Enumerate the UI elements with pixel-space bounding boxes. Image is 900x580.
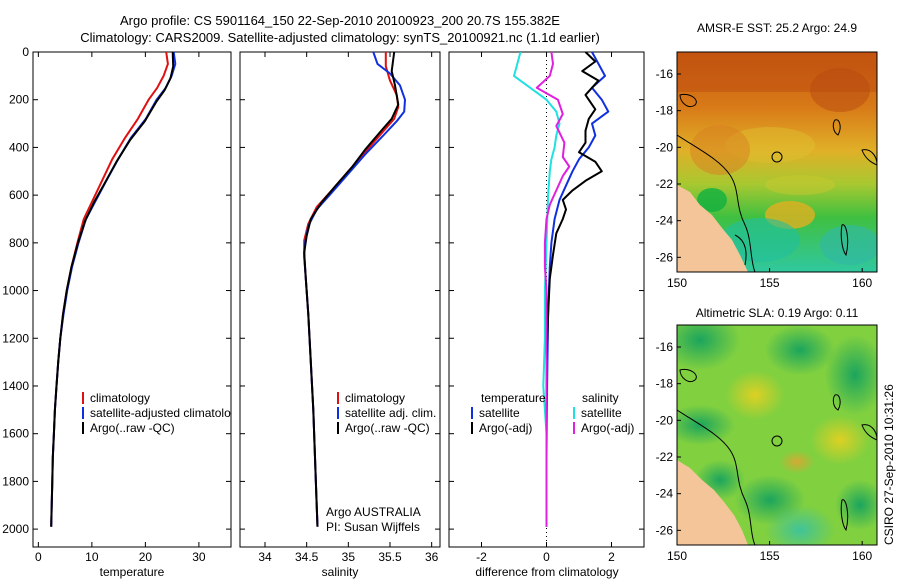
map-y-tick-label: -24 <box>656 487 674 501</box>
map-y-tick-label: -16 <box>656 67 674 81</box>
legend-header-temperature: temperature <box>481 391 546 405</box>
salinity-legend: climatology satellite adj. clim. Argo(..… <box>337 391 436 435</box>
legend-header-salinity: salinity <box>582 391 619 405</box>
sla-map-ticks: 150 155 160 -16 -18 -20 -22 -24 -26 <box>656 340 873 563</box>
map-x-tick-label: 155 <box>760 276 780 290</box>
y-tick-label: 1400 <box>2 379 29 393</box>
x-tick-label: 2 <box>608 550 615 564</box>
y-tick-label: 600 <box>9 188 29 202</box>
argo-pi-label: PI: Susan Wijffels <box>326 520 420 534</box>
x-tick-label: 34.5 <box>295 550 319 564</box>
map-y-tick-label: -24 <box>656 214 674 228</box>
sst-map-title: AMSR-E SST: 25.2 Argo: 24.9 <box>697 21 857 35</box>
legend-label-temp-argo: Argo(-adj) <box>479 421 532 435</box>
salinity-panel-frame <box>239 51 441 548</box>
y-tick-label: 200 <box>9 93 29 107</box>
series-line-salinity-satellite <box>513 52 561 527</box>
x-tick-label: 30 <box>192 550 206 564</box>
map-y-tick-label: -22 <box>656 177 674 191</box>
map-y-tick-label: -22 <box>656 450 674 464</box>
map-y-tick-label: -20 <box>656 140 674 154</box>
map-x-tick-label: 160 <box>852 276 872 290</box>
salinity-axis-ticks: 34 34.5 35 35.5 36 <box>240 51 440 564</box>
legend-label-satellite: satellite adj. clim. <box>345 406 436 420</box>
y-tick-label: 0 <box>22 45 29 59</box>
y-tick-label: 2000 <box>2 522 29 536</box>
y-tick-label: 1200 <box>2 331 29 345</box>
map-y-tick-label: -26 <box>656 250 674 264</box>
series-line-temperature-argo-adj <box>545 52 603 527</box>
sla-map-image <box>677 325 877 545</box>
sst-map-frame <box>676 51 878 273</box>
csiro-timestamp-note: CSIRO 27-Sep-2010 10:31:26 <box>882 384 896 545</box>
y-tick-label: 1600 <box>2 427 29 441</box>
map-y-tick-label: -18 <box>656 104 674 118</box>
x-tick-label: 36 <box>425 550 439 564</box>
x-tick-label: -2 <box>476 550 487 564</box>
map-y-tick-label: -18 <box>656 377 674 391</box>
difference-series <box>513 52 610 527</box>
sst-map-image <box>677 52 877 272</box>
map-x-tick-label: 155 <box>760 549 780 563</box>
difference-axis-ticks: -2 0 2 <box>449 51 644 564</box>
legend-label-temp-satellite: satellite <box>479 406 520 420</box>
map-x-tick-label: 160 <box>852 549 872 563</box>
difference-legend: temperature satellite Argo(-adj) salinit… <box>471 391 634 435</box>
temperature-legend: climatology satellite-adjusted climatolo… <box>82 391 243 435</box>
salinity-xlabel: salinity <box>322 565 359 579</box>
x-tick-label: 20 <box>139 550 153 564</box>
legend-label-argo: Argo(..raw -QC) <box>345 421 430 435</box>
x-tick-label: 35 <box>342 550 356 564</box>
map-y-tick-label: -26 <box>656 523 674 537</box>
map-y-tick-label: -20 <box>656 413 674 427</box>
legend-label-climatology: climatology <box>345 391 405 405</box>
sst-argo-location-marker <box>771 151 783 163</box>
temperature-xlabel: temperature <box>100 565 165 579</box>
legend-label-argo: Argo(..raw -QC) <box>90 421 175 435</box>
map-y-tick-label: -16 <box>656 340 674 354</box>
x-tick-label: 10 <box>85 550 99 564</box>
series-line-argo-raw-qc <box>303 52 400 527</box>
legend-label-satellite: satellite-adjusted climatology <box>90 406 243 420</box>
argo-institution-label: Argo AUSTRALIA <box>326 505 421 519</box>
map-x-tick-label: 150 <box>667 276 687 290</box>
x-tick-label: 35.5 <box>378 550 402 564</box>
y-tick-label: 1800 <box>2 474 29 488</box>
y-tick-label: 400 <box>9 140 29 154</box>
figure-title-line1: Argo profile: CS 5901164_150 22-Sep-2010… <box>120 13 560 28</box>
temperature-axis-ticks: 0 10 20 30 0 200 400 600 800 1000 1200 1400 1600 1800… <box>2 45 231 564</box>
x-tick-label: 34 <box>258 550 272 564</box>
sla-map-frame <box>676 324 878 546</box>
figure-title-line2: Climatology: CARS2009. Satellite-adjuste… <box>80 30 600 45</box>
legend-label-sal-satellite: satellite <box>581 406 622 420</box>
sla-argo-location-marker <box>771 435 783 447</box>
difference-xlabel: difference from climatology <box>475 565 618 579</box>
salinity-series <box>303 52 406 527</box>
series-line-argo-raw-qc <box>50 52 175 527</box>
legend-label-climatology: climatology <box>90 391 150 405</box>
sst-map-ticks: 150 155 160 -16 -18 -20 -22 -24 -26 <box>656 67 873 290</box>
x-tick-label: 0 <box>543 550 550 564</box>
y-tick-label: 800 <box>9 236 29 250</box>
series-line-salinity-argo-adj <box>535 52 571 527</box>
legend-label-sal-argo: Argo(-adj) <box>581 421 634 435</box>
temperature-series <box>50 52 177 527</box>
map-x-tick-label: 150 <box>667 549 687 563</box>
sla-map-title: Altimetric SLA: 0.19 Argo: 0.11 <box>696 306 859 320</box>
x-tick-label: 0 <box>35 550 42 564</box>
y-tick-label: 1000 <box>2 284 29 298</box>
